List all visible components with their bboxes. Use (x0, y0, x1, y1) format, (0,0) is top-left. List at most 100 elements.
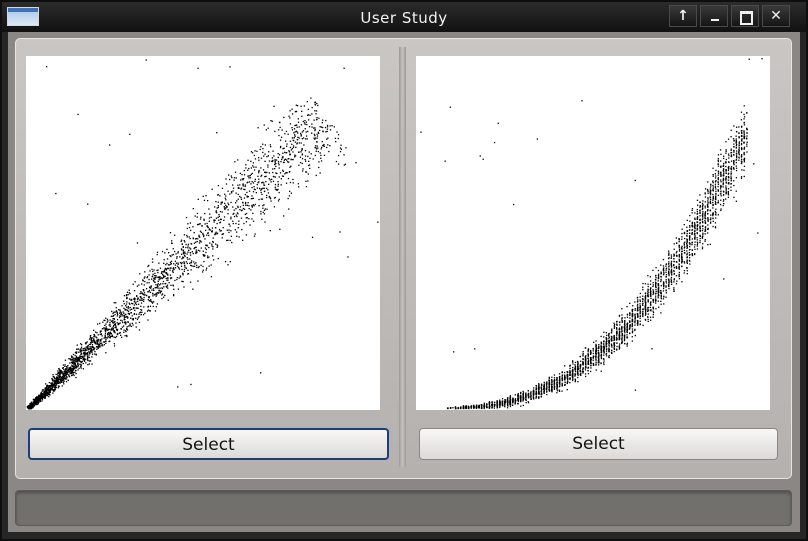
scatter-point (288, 158, 290, 160)
scatter-point (278, 134, 280, 137)
scatter-point (126, 334, 128, 337)
scatter-point (738, 151, 740, 154)
scatter-point (681, 238, 683, 240)
scatter-point (121, 326, 124, 328)
scatter-point (248, 208, 250, 210)
scatter-point (48, 386, 50, 388)
scatter-point (136, 298, 139, 300)
scatter-point (311, 132, 313, 134)
scatter-point (217, 201, 219, 203)
scatter-point (109, 331, 111, 334)
scatter-point (623, 335, 625, 337)
scatter-point (101, 342, 103, 344)
scatter-point (689, 248, 691, 251)
scatter-point (118, 309, 120, 311)
scatter-point (200, 241, 202, 243)
scatter-point (221, 202, 223, 204)
scatter-point (665, 279, 667, 281)
scatter-point (163, 269, 165, 272)
scatter-point (143, 292, 146, 294)
scatter-point (177, 251, 179, 253)
scatter-point (647, 308, 649, 311)
scatter-point (262, 151, 264, 154)
scatter-point (220, 218, 222, 220)
scatter-point (79, 348, 82, 350)
close-icon: ✕ (770, 8, 782, 24)
scatter-point (125, 316, 127, 318)
window-app-icon[interactable] (7, 7, 39, 26)
scatter-point (136, 295, 138, 297)
scatter-point (496, 402, 498, 404)
scatter-point (99, 346, 101, 348)
scatter-point (735, 165, 737, 167)
scatter-point (176, 257, 178, 259)
minimize-button[interactable] (700, 5, 728, 27)
scatter-point (618, 328, 621, 330)
scatter-point (126, 317, 129, 319)
scatter-point (291, 143, 293, 145)
scatter-point (626, 306, 628, 308)
scatter-point (185, 267, 187, 269)
scatter-point (157, 269, 159, 271)
scatter-point (72, 370, 74, 372)
scatter-point (237, 187, 240, 189)
scatter-point (244, 184, 246, 186)
scatter-point (83, 350, 85, 352)
scatter-point (136, 295, 138, 297)
scatter-point (660, 275, 662, 278)
scatter-point (629, 313, 631, 315)
scatter-point (184, 241, 186, 243)
scatter-point (62, 381, 65, 383)
scatter-point (225, 199, 227, 201)
scatter-point (696, 239, 698, 241)
scatter-point (134, 309, 136, 312)
scatter-point (89, 348, 92, 350)
scatter-point (133, 304, 136, 306)
keep-above-button[interactable]: ↑ (669, 5, 697, 27)
scatter-point (623, 330, 626, 333)
scatter-point (53, 390, 56, 392)
scatter-point (628, 328, 631, 330)
title-bar[interactable]: User Study ↑ ✕ (2, 2, 806, 32)
scatter-point (137, 317, 139, 319)
scatter-point (55, 378, 57, 380)
scatter-point (686, 261, 688, 263)
scatter-point (161, 271, 163, 273)
scatter-point (248, 167, 250, 170)
scatter-point (215, 211, 217, 213)
scatter-point (730, 136, 732, 138)
scatter-point (587, 361, 589, 363)
scatter-point (47, 389, 50, 391)
scatter-point (113, 324, 115, 326)
close-button[interactable]: ✕ (762, 5, 790, 27)
scatter-point (169, 274, 172, 276)
maximize-button[interactable] (731, 5, 759, 27)
scatter-point (143, 296, 145, 299)
scatter-point (71, 372, 74, 374)
scatter-point (86, 347, 88, 350)
scatter-point (741, 140, 743, 142)
scatter-point (514, 394, 516, 396)
scatter-point (543, 385, 545, 387)
scatter-point (572, 379, 574, 382)
scatter-point (709, 187, 712, 189)
scatter-point (738, 145, 740, 147)
scatter-point (662, 287, 665, 290)
scatter-point (595, 352, 597, 355)
scatter-point (314, 128, 316, 131)
scatter-point (83, 353, 85, 355)
scatter-point (725, 181, 727, 183)
scatter-point (227, 239, 229, 241)
scatter-point (174, 279, 176, 282)
scatter-point (95, 353, 97, 355)
scatter-point (200, 247, 202, 249)
scatter-point (77, 360, 79, 362)
scatter-point (130, 325, 133, 328)
scatter-point (699, 204, 701, 207)
scatter-point (108, 324, 110, 326)
scatter-point (160, 277, 163, 279)
scatter-point (613, 326, 616, 328)
scatter-point (520, 391, 522, 394)
scatter-point (55, 385, 57, 387)
scatter-point (77, 365, 79, 367)
